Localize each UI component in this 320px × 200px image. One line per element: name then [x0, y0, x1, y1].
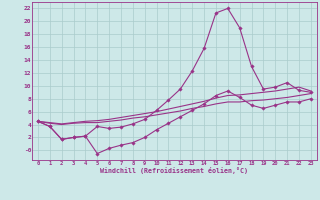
X-axis label: Windchill (Refroidissement éolien,°C): Windchill (Refroidissement éolien,°C)	[100, 167, 248, 174]
